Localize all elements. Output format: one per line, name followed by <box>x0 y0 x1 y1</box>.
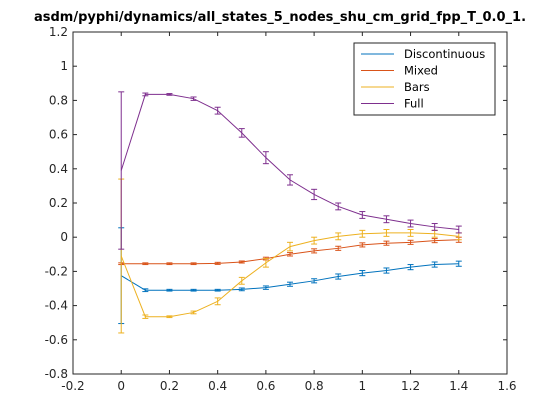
error-bar <box>311 278 318 284</box>
y-tick-label: 0 <box>60 230 68 244</box>
error-bar <box>142 288 149 293</box>
error-bar <box>311 248 318 254</box>
error-bar <box>166 288 173 292</box>
error-bar <box>262 258 269 268</box>
error-bar <box>238 128 245 138</box>
x-tick-label: 0.8 <box>305 379 324 393</box>
axes-layer: -0.2 0 0.2 0.4 0.6 0.8 1 1.2 1.4 1.6 -0.8 -0.6 -0.4 -… <box>45 25 517 393</box>
legend-item: Full <box>361 97 424 111</box>
legend-item: Discontinuous <box>361 47 485 61</box>
legend-label: Full <box>404 97 424 111</box>
y-tick-label: 0.2 <box>49 196 68 210</box>
error-bar <box>166 93 173 96</box>
y-tick-label: 0.4 <box>49 162 68 176</box>
error-bar <box>214 261 221 265</box>
error-bar <box>335 202 342 211</box>
error-bar <box>431 238 438 244</box>
error-bar <box>407 219 414 228</box>
y-tick-label: 0.6 <box>49 128 68 142</box>
error-bar <box>407 264 414 271</box>
error-bar <box>431 223 438 231</box>
error-bar <box>238 276 245 285</box>
error-bar <box>118 91 125 250</box>
error-bar <box>383 240 390 246</box>
error-bar <box>383 267 390 274</box>
error-bar <box>407 229 414 237</box>
error-bar <box>166 262 173 266</box>
error-bar <box>238 260 245 264</box>
y-tick-label: -0.6 <box>45 333 68 347</box>
error-bar <box>142 262 149 266</box>
x-tick-label: 0.4 <box>208 379 227 393</box>
error-bar <box>238 287 245 292</box>
error-bar <box>335 245 342 251</box>
x-tick-label: -0.2 <box>61 379 84 393</box>
series-0 <box>118 227 462 325</box>
error-bar <box>455 260 462 267</box>
error-bar <box>383 215 390 224</box>
error-bar <box>407 239 414 245</box>
legend-label: Discontinuous <box>404 47 485 61</box>
error-bar <box>359 211 366 219</box>
chart-title: asdm/pyphi/dynamics/all_states_5_nodes_s… <box>34 10 526 25</box>
x-tick-label: 0.2 <box>160 379 179 393</box>
y-tick-label: 1.2 <box>49 25 68 39</box>
error-bar <box>287 241 293 252</box>
error-bar <box>383 229 390 237</box>
x-tick-label: 1.4 <box>449 379 468 393</box>
error-bar <box>214 297 221 306</box>
error-bar <box>262 151 269 165</box>
x-tick-label: 0 <box>117 379 125 393</box>
error-bar <box>287 174 293 186</box>
error-bar <box>335 232 342 241</box>
error-bar <box>190 288 197 292</box>
error-bar <box>359 242 366 248</box>
error-bar <box>166 315 173 319</box>
error-bar <box>214 106 221 115</box>
legend: Discontinuous Mixed Bars Full <box>353 42 496 116</box>
series-1 <box>118 236 462 266</box>
error-bar <box>311 188 318 201</box>
y-tick-label: 1 <box>60 59 68 73</box>
y-tick-label: -0.4 <box>45 299 68 313</box>
x-tick-label: 0.6 <box>256 379 275 393</box>
y-tick-label: -0.8 <box>45 367 68 381</box>
y-tick-label: 0.8 <box>49 93 68 107</box>
error-bar <box>190 262 197 266</box>
series-layer <box>118 91 462 334</box>
legend-label: Bars <box>404 80 430 94</box>
error-bar <box>335 273 342 280</box>
error-bar <box>455 225 462 234</box>
error-bar <box>287 252 293 257</box>
legend-item: Mixed <box>361 64 438 78</box>
x-tick-label: 1.2 <box>401 379 420 393</box>
legend-label: Mixed <box>404 64 438 78</box>
error-bar <box>359 270 366 277</box>
error-bar <box>431 261 438 268</box>
error-bar <box>359 229 366 238</box>
series-3 <box>118 91 462 250</box>
error-bar <box>142 314 149 319</box>
x-tick-label: 1 <box>359 379 367 393</box>
y-tick-label: -0.2 <box>45 264 68 278</box>
x-tick-label: 1.6 <box>497 379 516 393</box>
error-bar <box>214 288 221 292</box>
error-bar <box>190 96 197 101</box>
legend-item: Bars <box>361 80 430 94</box>
error-bar <box>190 310 197 315</box>
error-bar <box>311 236 318 245</box>
error-bar <box>262 285 269 290</box>
error-bar <box>142 92 149 97</box>
error-bar <box>287 281 293 287</box>
